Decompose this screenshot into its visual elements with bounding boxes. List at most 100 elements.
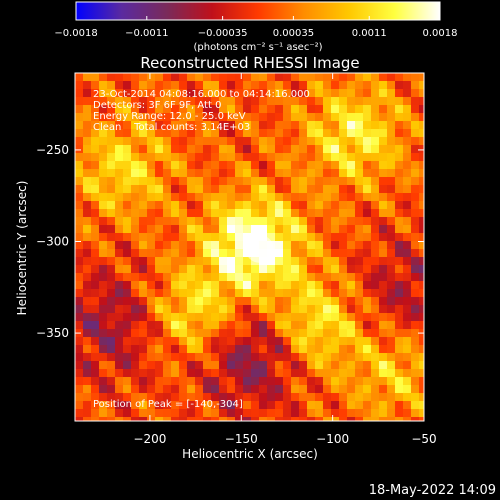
heatmap-cell xyxy=(115,361,124,370)
heatmap-cell xyxy=(163,185,172,194)
heatmap-cell xyxy=(187,153,196,162)
heatmap-cell xyxy=(195,169,204,178)
heatmap-cell xyxy=(395,417,404,421)
heatmap-cell xyxy=(275,409,284,418)
heatmap-cell xyxy=(363,257,372,266)
heatmap-cell xyxy=(91,153,100,162)
heatmap-cell xyxy=(363,401,372,410)
heatmap-cell xyxy=(283,369,292,378)
heatmap-cell xyxy=(139,289,148,298)
heatmap-cell xyxy=(339,321,348,330)
heatmap-cell xyxy=(219,321,228,330)
heatmap-cell xyxy=(363,393,372,402)
heatmap-cell xyxy=(355,409,364,418)
heatmap-cell xyxy=(243,409,252,418)
heatmap-cell xyxy=(227,305,236,314)
heatmap-cell xyxy=(275,97,284,106)
heatmap-cell xyxy=(275,305,284,314)
heatmap-cell xyxy=(363,201,372,210)
heatmap-cell xyxy=(251,265,260,274)
heatmap-cell xyxy=(131,209,140,218)
heatmap-cell xyxy=(259,177,268,186)
heatmap-cell xyxy=(99,161,108,170)
heatmap-cell xyxy=(123,201,132,210)
heatmap-cell xyxy=(379,161,388,170)
heatmap-cell xyxy=(171,305,180,314)
heatmap-cell xyxy=(275,353,284,362)
heatmap-cell xyxy=(291,169,300,178)
heatmap-cell xyxy=(371,217,380,226)
heatmap-cell xyxy=(203,385,212,394)
heatmap-cell xyxy=(347,417,356,421)
heatmap-cell xyxy=(187,305,196,314)
heatmap-cell xyxy=(275,369,284,378)
heatmap-cell xyxy=(379,137,388,146)
heatmap-cell xyxy=(155,105,164,114)
heatmap-cell xyxy=(275,201,284,210)
heatmap-cell xyxy=(187,345,196,354)
heatmap-cell xyxy=(235,113,244,122)
heatmap-cell xyxy=(163,161,172,170)
heatmap-cell xyxy=(283,361,292,370)
heatmap-cell xyxy=(219,305,228,314)
heatmap-cell xyxy=(331,369,340,378)
heatmap-cell xyxy=(283,161,292,170)
heatmap-cell xyxy=(219,417,228,421)
heatmap-cell xyxy=(139,169,148,178)
heatmap-cell xyxy=(371,129,380,138)
heatmap-cell xyxy=(339,97,348,106)
heatmap-cell xyxy=(387,225,396,234)
heatmap-cell xyxy=(283,145,292,154)
heatmap-cell xyxy=(395,337,404,346)
heatmap-cell xyxy=(307,89,316,98)
heatmap-cell xyxy=(123,289,132,298)
heatmap-cell xyxy=(99,289,108,298)
heatmap-cell xyxy=(91,73,100,82)
heatmap-cell xyxy=(355,337,364,346)
heatmap-cell xyxy=(315,137,324,146)
heatmap-cell xyxy=(219,385,228,394)
heatmap-cell xyxy=(331,73,340,82)
heatmap-cell xyxy=(411,105,420,114)
heatmap-cell xyxy=(131,161,140,170)
heatmap-cell xyxy=(107,409,116,418)
heatmap-cell xyxy=(131,201,140,210)
heatmap-cell xyxy=(219,265,228,274)
heatmap-cell xyxy=(403,393,412,402)
heatmap-cell xyxy=(163,385,172,394)
heatmap-cell xyxy=(227,361,236,370)
heatmap-cell xyxy=(387,249,396,258)
heatmap-cell xyxy=(323,97,332,106)
heatmap-cell xyxy=(323,105,332,114)
heatmap-cell xyxy=(403,377,412,386)
heatmap-cell xyxy=(123,385,132,394)
heatmap-cell xyxy=(379,129,388,138)
heatmap-cell xyxy=(91,409,100,418)
heatmap-cell xyxy=(243,273,252,282)
heatmap-cell xyxy=(395,193,404,202)
heatmap-cell xyxy=(243,81,252,90)
heatmap-cell xyxy=(115,369,124,378)
heatmap-cell xyxy=(243,297,252,306)
heatmap-cell xyxy=(163,369,172,378)
heatmap-cell xyxy=(339,273,348,282)
heatmap-cell xyxy=(307,113,316,122)
heatmap-cell xyxy=(123,121,132,130)
heatmap-cell xyxy=(211,273,220,282)
heatmap-cell xyxy=(275,89,284,98)
heatmap-cell xyxy=(123,257,132,266)
heatmap-cell xyxy=(171,225,180,234)
heatmap-cell xyxy=(211,249,220,258)
heatmap-cell xyxy=(267,281,276,290)
heatmap-cell xyxy=(347,289,356,298)
heatmap-cell xyxy=(187,321,196,330)
heatmap-cell xyxy=(315,209,324,218)
heatmap-cell xyxy=(195,385,204,394)
heatmap-cell xyxy=(147,345,156,354)
heatmap-cell xyxy=(403,361,412,370)
heatmap-cell xyxy=(91,241,100,250)
heatmap-cell xyxy=(99,113,108,122)
heatmap-cell xyxy=(395,409,404,418)
heatmap-cell xyxy=(243,305,252,314)
heatmap-cell xyxy=(227,233,236,242)
